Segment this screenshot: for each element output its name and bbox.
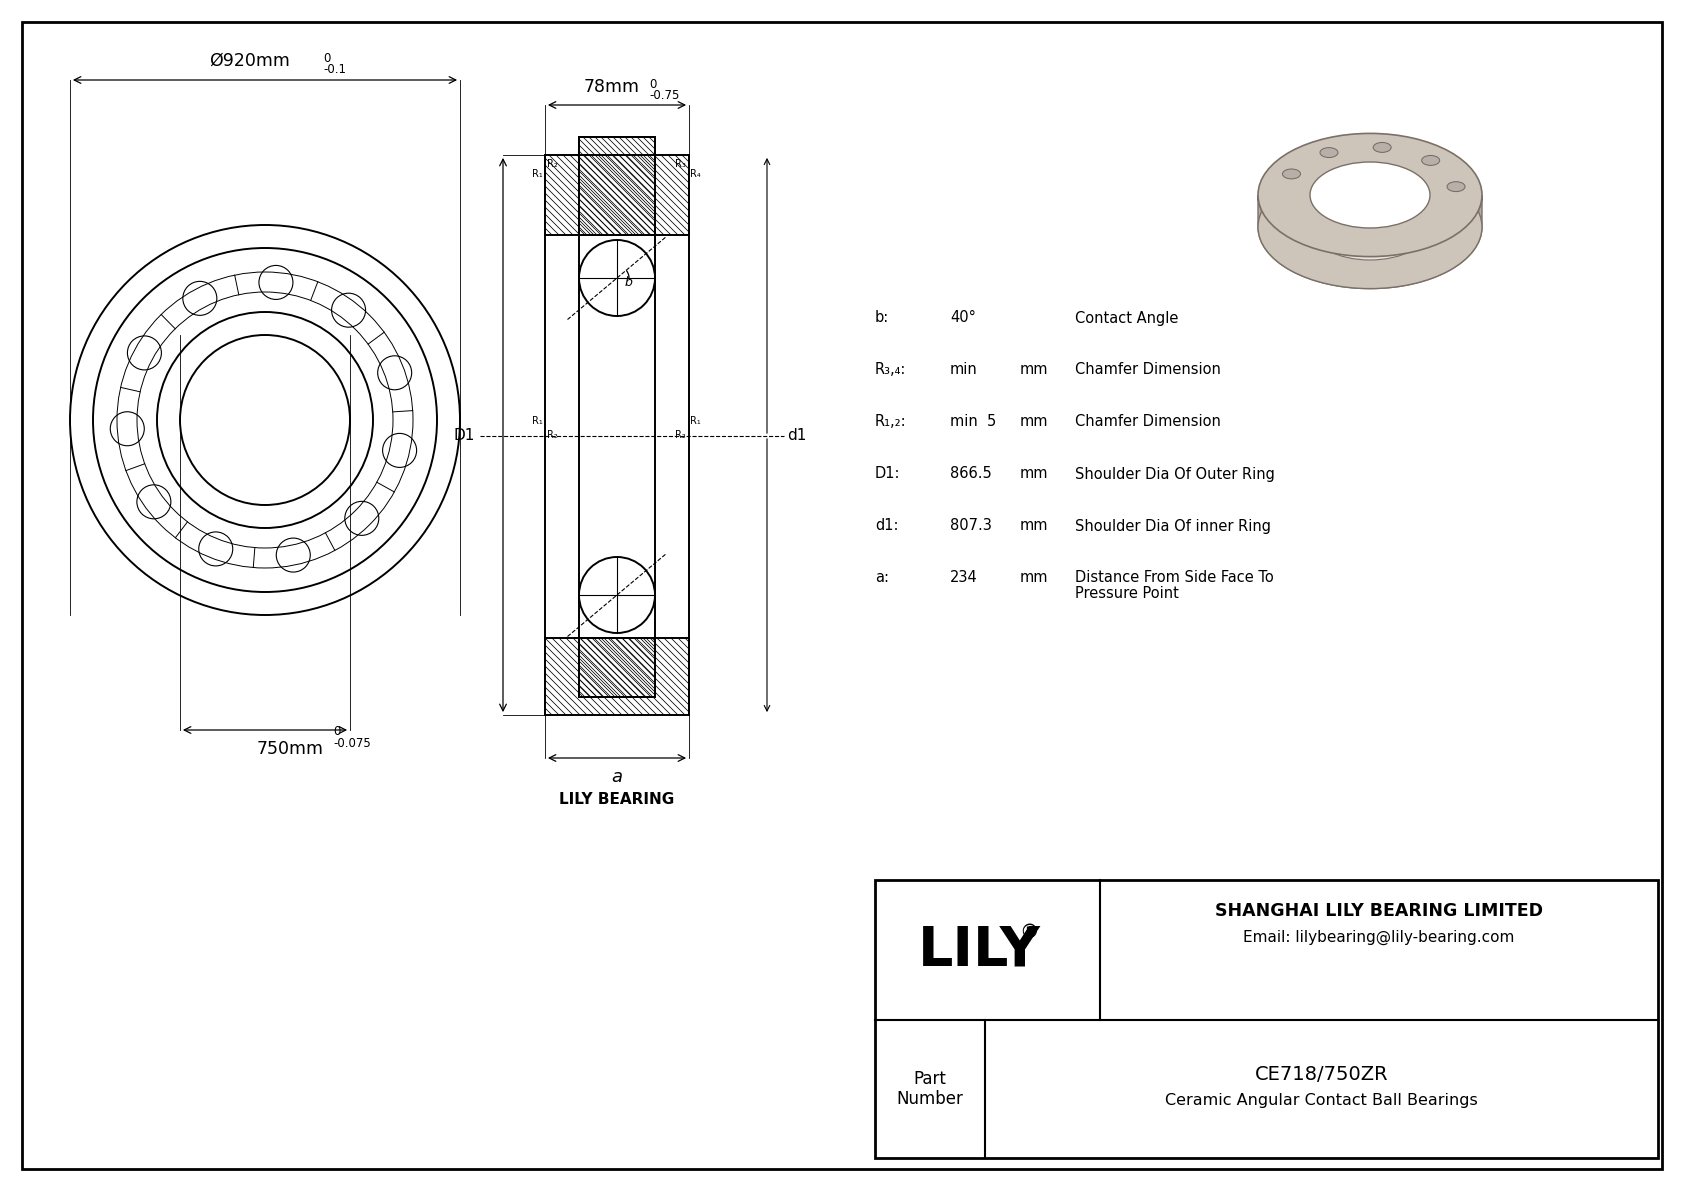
Text: Shoulder Dia Of inner Ring: Shoulder Dia Of inner Ring xyxy=(1074,518,1271,534)
Text: R₁,₂:: R₁,₂: xyxy=(876,414,906,430)
Text: R₁: R₁ xyxy=(532,416,542,426)
Text: -0.1: -0.1 xyxy=(323,63,345,76)
Text: R₁: R₁ xyxy=(532,169,542,179)
Ellipse shape xyxy=(1421,156,1440,166)
Text: R₁: R₁ xyxy=(690,416,701,426)
Text: 866.5: 866.5 xyxy=(950,467,992,481)
Ellipse shape xyxy=(1300,225,1319,235)
Text: 0: 0 xyxy=(323,52,330,66)
Text: 40°: 40° xyxy=(950,311,975,325)
Text: Ø920mm: Ø920mm xyxy=(209,52,290,70)
Text: a:: a: xyxy=(876,570,889,586)
Text: R₄: R₄ xyxy=(690,169,701,179)
Text: LILY BEARING: LILY BEARING xyxy=(559,792,675,807)
Text: min: min xyxy=(950,362,978,378)
Text: Chamfer Dimension: Chamfer Dimension xyxy=(1074,414,1221,430)
Text: b:: b: xyxy=(876,311,889,325)
Text: Contact Angle: Contact Angle xyxy=(1074,311,1179,325)
Text: mm: mm xyxy=(1021,362,1049,378)
Text: Part: Part xyxy=(913,1070,946,1089)
Text: -0.75: -0.75 xyxy=(648,89,679,102)
Ellipse shape xyxy=(1440,211,1458,222)
Text: d1:: d1: xyxy=(876,518,899,534)
Text: Email: lilybearing@lily-bearing.com: Email: lilybearing@lily-bearing.com xyxy=(1243,930,1514,946)
Text: ®: ® xyxy=(1021,923,1039,942)
Text: R₃,₄:: R₃,₄: xyxy=(876,362,906,378)
Text: 78mm: 78mm xyxy=(584,77,640,96)
Text: Distance From Side Face To: Distance From Side Face To xyxy=(1074,570,1273,586)
Text: 0: 0 xyxy=(648,77,657,91)
Ellipse shape xyxy=(1320,148,1339,157)
Text: R₃: R₃ xyxy=(675,160,685,169)
Text: 750mm: 750mm xyxy=(256,740,323,757)
Polygon shape xyxy=(1258,195,1482,288)
Ellipse shape xyxy=(1283,169,1300,179)
Text: R₂: R₂ xyxy=(675,430,685,439)
Text: R₂: R₂ xyxy=(547,160,557,169)
Text: Shoulder Dia Of Outer Ring: Shoulder Dia Of Outer Ring xyxy=(1074,467,1275,481)
Text: d1: d1 xyxy=(786,429,807,443)
Text: b: b xyxy=(625,276,633,289)
Text: 807.3: 807.3 xyxy=(950,518,992,534)
Ellipse shape xyxy=(1403,232,1420,243)
Text: Ceramic Angular Contact Ball Bearings: Ceramic Angular Contact Ball Bearings xyxy=(1165,1093,1479,1109)
Text: 0: 0 xyxy=(333,725,340,738)
Ellipse shape xyxy=(1310,194,1430,260)
Text: R₂: R₂ xyxy=(547,430,557,439)
Text: LILY: LILY xyxy=(918,923,1041,977)
Ellipse shape xyxy=(1372,143,1391,152)
Text: min  5: min 5 xyxy=(950,414,997,430)
Ellipse shape xyxy=(1447,182,1465,192)
Text: mm: mm xyxy=(1021,414,1049,430)
Text: CE718/750ZR: CE718/750ZR xyxy=(1255,1066,1388,1085)
Text: SHANGHAI LILY BEARING LIMITED: SHANGHAI LILY BEARING LIMITED xyxy=(1214,902,1543,919)
Text: D1:: D1: xyxy=(876,467,901,481)
Text: Pressure Point: Pressure Point xyxy=(1074,586,1179,601)
Ellipse shape xyxy=(1258,133,1482,256)
Text: -0.075: -0.075 xyxy=(333,737,370,750)
Text: Number: Number xyxy=(896,1090,963,1108)
Text: mm: mm xyxy=(1021,518,1049,534)
Ellipse shape xyxy=(1275,199,1293,208)
Ellipse shape xyxy=(1349,238,1367,248)
Ellipse shape xyxy=(1310,162,1430,227)
Text: D1: D1 xyxy=(453,429,475,443)
Text: 234: 234 xyxy=(950,570,978,586)
Text: mm: mm xyxy=(1021,570,1049,586)
Ellipse shape xyxy=(1258,166,1482,288)
Text: a: a xyxy=(611,768,623,786)
Text: mm: mm xyxy=(1021,467,1049,481)
Text: Chamfer Dimension: Chamfer Dimension xyxy=(1074,362,1221,378)
